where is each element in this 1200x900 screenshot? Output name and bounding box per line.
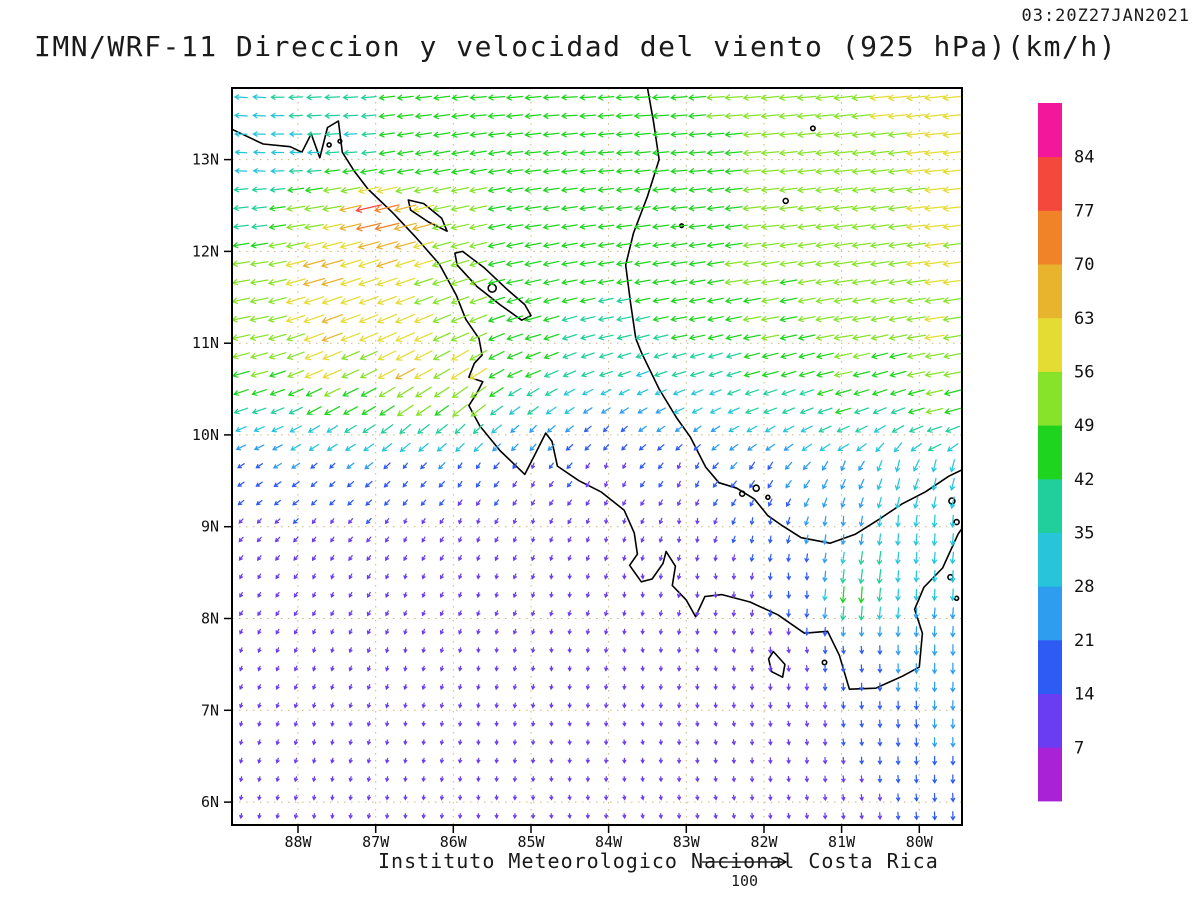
lat-tick-label: 10N [192, 426, 219, 444]
colorbar-segment [1038, 371, 1062, 426]
island-outline [337, 138, 343, 144]
lake-nicaragua-outline [454, 250, 532, 321]
colorbar-tick-label: 28 [1074, 577, 1094, 597]
lon-tick-label: 88W [284, 833, 312, 851]
island-outline [738, 490, 746, 498]
colorbar-tick-label: 7 [1074, 738, 1084, 758]
reference-vector-label: 100 [731, 872, 759, 890]
lon-tick-label: 87W [362, 833, 390, 851]
colorbar-tick-label: 77 [1074, 201, 1094, 221]
colorbar-segment [1038, 103, 1062, 158]
colorbar-tick-label: 56 [1074, 363, 1094, 383]
colorbar-tick-label: 70 [1074, 255, 1094, 275]
colorbar-segment [1038, 425, 1062, 480]
colorbar-segment [1038, 586, 1062, 641]
axis-labels: 13N 12N 11N 10N 9N 8N 7N 6N 88W 87W 86W 85W 84W 83W 82… [192, 151, 934, 851]
lon-tick-label: 85W [517, 833, 545, 851]
lon-tick-label: 84W [595, 833, 623, 851]
chart-title: IMN/WRF-11 Direccion y velocidad del vie… [34, 30, 1118, 63]
lat-tick-label: 9N [201, 518, 219, 536]
colorbar-segment [1038, 639, 1062, 694]
lon-tick-label: 86W [440, 833, 468, 851]
lat-tick-label: 8N [201, 610, 219, 628]
colorbar-segment [1038, 264, 1062, 319]
colorbar-tick-label: 84 [1074, 148, 1094, 168]
lake-managua-outline [407, 199, 448, 232]
island-outline [953, 518, 960, 526]
footer-credit: Instituto Meteorologico Nacional Costa R… [378, 849, 939, 873]
colorbar: 7 14 21 28 35 42 49 56 63 70 77 84 [1038, 103, 1094, 802]
colorbar-segment [1038, 317, 1062, 372]
lon-tick-label: 81W [828, 833, 856, 851]
wind-vectors [232, 94, 962, 821]
island-outline [809, 125, 816, 132]
island-outline [487, 283, 498, 293]
lat-tick-label: 7N [201, 701, 219, 719]
coastlines [232, 88, 962, 690]
lat-tick-label: 11N [192, 334, 219, 352]
colorbar-segment [1038, 693, 1062, 748]
colorbar-segment [1038, 210, 1062, 265]
colorbar-tick-label: 42 [1074, 470, 1094, 490]
caribbean-coastline [624, 88, 962, 544]
island-outline [752, 484, 761, 493]
colorbar-tick-label: 49 [1074, 416, 1094, 436]
map-frame [231, 87, 963, 826]
lon-tick-label: 82W [750, 833, 778, 851]
lon-tick-label: 83W [673, 833, 701, 851]
island-outline [765, 494, 771, 501]
colorbar-tick-label: 21 [1074, 631, 1094, 651]
colorbar-segment [1038, 156, 1062, 211]
lat-lon-gridlines [232, 88, 962, 825]
reference-vector [702, 857, 788, 867]
colorbar-tick-label: 14 [1074, 685, 1094, 705]
lon-tick-label: 80W [906, 833, 934, 851]
colorbar-segment [1038, 532, 1062, 587]
run-timestamp: 03:20Z27JAN2021 [1021, 6, 1190, 26]
colorbar-tick-label: 35 [1074, 524, 1094, 544]
island-outline [821, 659, 828, 666]
island-outline [326, 142, 332, 148]
island-outline [948, 497, 956, 505]
colorbar-tick-label: 63 [1074, 309, 1094, 329]
colorbar-segment [1038, 747, 1062, 802]
island-outline [782, 197, 790, 205]
colorbar-segment [1038, 478, 1062, 533]
lat-tick-label: 6N [201, 793, 219, 811]
lat-tick-label: 12N [192, 242, 219, 260]
coiba-island-outline [767, 650, 786, 678]
lat-tick-label: 13N [192, 151, 219, 169]
